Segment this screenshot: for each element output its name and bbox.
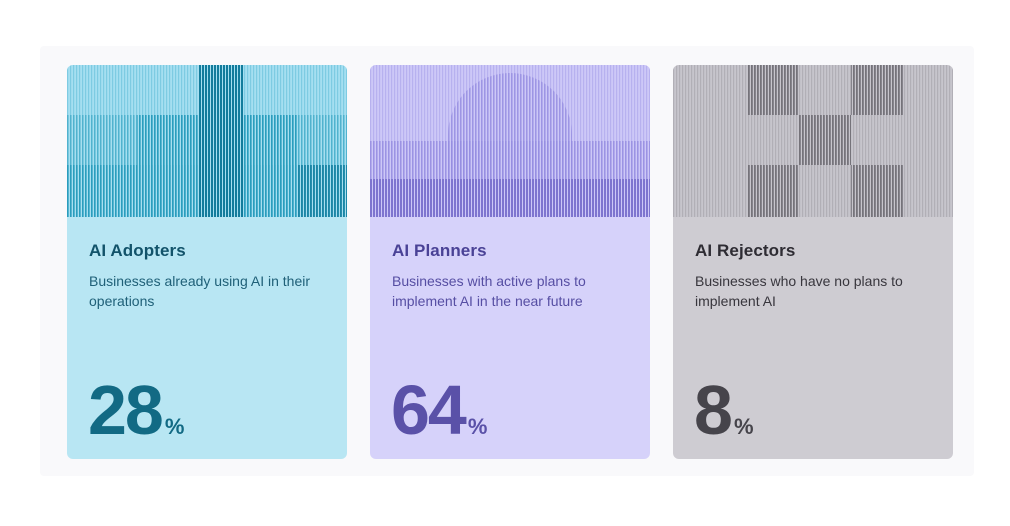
rejectors-stripe-pattern xyxy=(673,65,953,217)
card-description: Businesses already using AI in their ope… xyxy=(89,273,311,309)
card-ai-adopters: AI Adopters Businesses already using AI … xyxy=(67,65,347,459)
card-ai-rejectors: AI Rejectors Businesses who have no plan… xyxy=(673,65,953,459)
card-description: Businesses who have no plans to implemen… xyxy=(695,273,903,309)
stat-value: 64 xyxy=(391,371,467,449)
card-description: Businesses with active plans to implemen… xyxy=(392,273,586,309)
stat: 28% xyxy=(88,370,184,450)
stat-unit: % xyxy=(164,414,185,439)
card-title: AI Planners xyxy=(392,241,487,260)
stat-value: 28 xyxy=(88,371,164,449)
stat-unit: % xyxy=(467,414,488,439)
card-title: AI Rejectors xyxy=(695,241,796,260)
stat-value: 8 xyxy=(694,371,733,449)
stat: 8% xyxy=(694,370,754,450)
stat: 64% xyxy=(391,370,487,450)
card-ai-planners: AI Planners Businesses with active plans… xyxy=(370,65,650,459)
card-title: AI Adopters xyxy=(89,241,186,260)
stat-unit: % xyxy=(733,414,754,439)
planners-stripe-pattern xyxy=(370,65,650,217)
adopters-stripe-pattern xyxy=(67,65,347,217)
